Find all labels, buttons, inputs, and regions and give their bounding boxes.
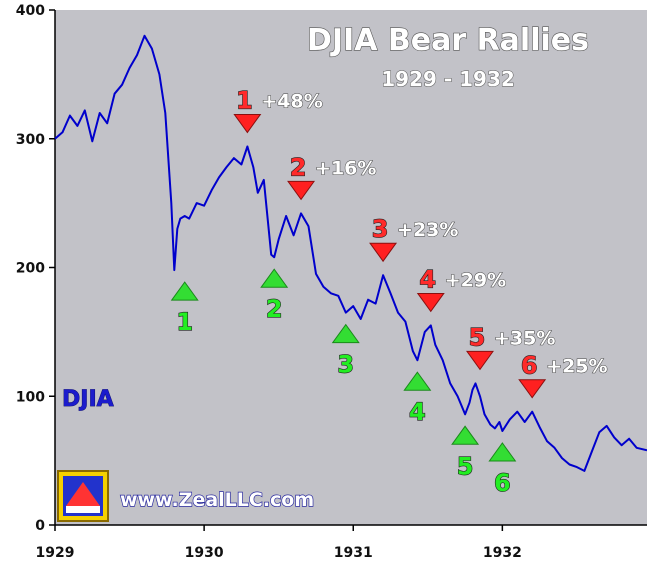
- top-marker-1: [233, 113, 262, 134]
- bottom-marker-2: [260, 268, 289, 288]
- top-marker-2: [287, 180, 316, 201]
- y-axis-ticks: 0 100 200 300 400: [16, 3, 55, 534]
- chart-subtitle: 1929 - 1932: [381, 67, 515, 91]
- rally-pct-3: +23%: [397, 219, 458, 241]
- bottom-marker-6: [488, 442, 517, 462]
- y-tick-label: 0: [35, 518, 45, 534]
- top-label-1: 1: [236, 86, 253, 114]
- top-label-5: 5: [469, 323, 486, 351]
- rally-pct-1: +48%: [261, 90, 322, 112]
- top-marker-5: [466, 350, 494, 371]
- bottom-marker-3: [331, 323, 360, 344]
- plot-area: [55, 10, 647, 525]
- bottom-label-2: 2: [266, 295, 283, 323]
- x-tick-label: 1930: [185, 545, 224, 561]
- bottom-label-4: 4: [409, 398, 426, 426]
- watermark-url: www.ZealLLC.com: [120, 489, 314, 511]
- bottom-marker-4: [403, 371, 432, 391]
- bottom-marker-5: [451, 425, 480, 445]
- x-tick-label: 1932: [483, 545, 522, 561]
- x-axis-ticks: 1929 1930 1931 1932: [36, 525, 522, 561]
- y-tick-label: 300: [16, 132, 45, 148]
- zeal-logo: [57, 470, 109, 522]
- top-label-2: 2: [290, 153, 307, 181]
- x-tick-label: 1929: [36, 545, 75, 561]
- djia-series-line: [54, 34, 647, 472]
- rally-pct-4: +29%: [445, 269, 506, 291]
- bottom-label-6: 6: [494, 469, 511, 497]
- bottom-label-5: 5: [457, 452, 474, 480]
- bottom-label-1: 1: [176, 308, 193, 336]
- series-label: DJIA: [62, 387, 114, 412]
- top-label-6: 6: [521, 352, 538, 380]
- y-tick-label: 100: [16, 389, 45, 405]
- x-tick-label: 1931: [334, 545, 373, 561]
- chart-title: DJIA Bear Rallies: [307, 23, 589, 58]
- bottom-label-3: 3: [337, 351, 354, 379]
- bottom-marker-1: [170, 281, 199, 301]
- top-marker-4: [416, 292, 445, 313]
- top-label-3: 3: [372, 215, 389, 243]
- rally-pct-5: +35%: [494, 327, 555, 349]
- rally-pct-6: +25%: [546, 356, 607, 378]
- y-tick-label: 400: [16, 3, 45, 19]
- top-marker-6: [518, 379, 547, 399]
- top-marker-3: [369, 242, 398, 263]
- rally-pct-2: +16%: [315, 157, 376, 179]
- y-tick-label: 200: [16, 261, 45, 277]
- top-label-4: 4: [419, 265, 436, 293]
